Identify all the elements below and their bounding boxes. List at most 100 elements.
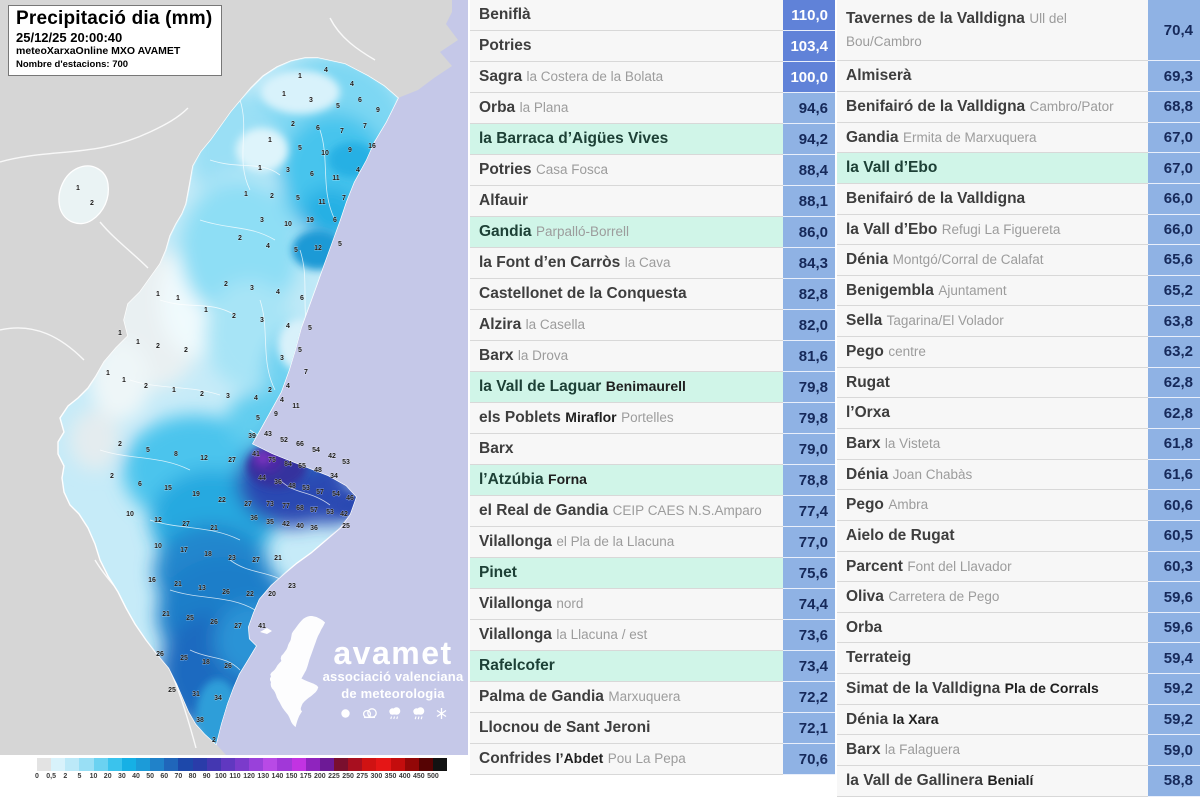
- station-row[interactable]: Barx la Drova 81,6: [470, 341, 835, 372]
- station-row[interactable]: Orba 59,6: [837, 612, 1200, 644]
- station-row[interactable]: Vilallonga nord 74,4: [470, 589, 835, 620]
- station-row[interactable]: Sella Tagarina/El Volador 63,8: [837, 306, 1200, 338]
- municipality-name: Dénia: [846, 251, 889, 269]
- station-row[interactable]: Castellonet de la Conquesta 82,8: [470, 279, 835, 310]
- station-row[interactable]: la Vall d’Ebo Refugi La Figuereta 66,0: [837, 214, 1200, 246]
- locality-name: Forna: [548, 471, 587, 487]
- station-row[interactable]: la Font d’en Carròs la Cava 84,3: [470, 248, 835, 279]
- municipality-name: la Vall de Gallinera: [846, 772, 983, 790]
- station-row[interactable]: la Vall de Gallinera Benialí 58,8: [837, 766, 1200, 797]
- map-station-value: 5: [294, 247, 298, 254]
- station-row[interactable]: Parcent Font del Llavador 60,3: [837, 551, 1200, 583]
- map-station-value: 27: [234, 623, 242, 630]
- map-station-value: 4: [286, 323, 290, 330]
- station-row[interactable]: Alfauir 88,1: [470, 186, 835, 217]
- station-row[interactable]: Almiserà 69,3: [837, 61, 1200, 92]
- station-row[interactable]: Pinet 75,6: [470, 558, 835, 589]
- substation-name: Parpalló-Borrell: [536, 224, 630, 239]
- map-station-value: 42: [340, 511, 348, 518]
- map-station-value: 36: [250, 515, 258, 522]
- station-row[interactable]: el Real de Gandia CEIP CAES N.S.Amparo 77…: [470, 496, 835, 527]
- station-name-cell: Potries: [470, 31, 783, 62]
- map-station-value: 3: [226, 393, 230, 400]
- station-name-cell: Confrides l’Abdet Pou La Pepa: [470, 744, 783, 775]
- map-station-value: 43: [264, 431, 272, 438]
- station-row[interactable]: Terrateig 59,4: [837, 643, 1200, 675]
- rain-icon: [388, 706, 400, 719]
- station-row[interactable]: Pego centre 63,2: [837, 337, 1200, 368]
- scale-label: 110: [229, 773, 241, 780]
- station-name-cell: Vilallonga nord: [470, 589, 783, 620]
- station-row[interactable]: Orba la Plana 94,6: [470, 93, 835, 124]
- station-row[interactable]: Barx 79,0: [470, 434, 835, 465]
- substation-name: nord: [556, 596, 584, 611]
- scale-swatch: 140: [272, 758, 292, 780]
- station-row[interactable]: Dénia Montgó/Corral de Calafat 65,6: [837, 245, 1200, 276]
- station-row[interactable]: Benifairó de la Valldigna 66,0: [837, 183, 1200, 215]
- station-row[interactable]: Palma de Gandia Marxuquera 72,2: [470, 682, 835, 713]
- station-row[interactable]: Dénia la Xara 59,2: [837, 704, 1200, 736]
- map-station-count: Nombre d'estacions: 700: [16, 58, 129, 70]
- station-row[interactable]: Oliva Carretera de Pego 59,6: [837, 582, 1200, 613]
- substation-name: la Falaguera: [884, 742, 960, 758]
- station-row[interactable]: Vilallonga la Llacuna / est 73,6: [470, 620, 835, 651]
- station-row[interactable]: Alzira la Casella 82,0: [470, 310, 835, 341]
- municipality-name: Dénia: [846, 710, 889, 728]
- station-row[interactable]: la Vall de Laguar Benimaurell 79,8: [470, 372, 835, 403]
- station-row[interactable]: Llocnou de Sant Jeroni 72,1: [470, 713, 835, 744]
- substation-name: el Pla de la Llacuna: [556, 534, 675, 549]
- station-row[interactable]: l’Atzúbia Forna 78,8: [470, 465, 835, 496]
- scale-label: 130: [257, 773, 270, 780]
- station-row[interactable]: la Vall d’Ebo 67,0: [837, 153, 1200, 184]
- map-station-value: 3: [286, 167, 290, 174]
- map-station-value: 53: [302, 485, 310, 492]
- station-row[interactable]: l’Orxa 62,8: [837, 398, 1200, 429]
- station-row[interactable]: Sagra la Costera de la Bolata 100,0: [470, 62, 835, 93]
- station-row[interactable]: Rugat 62,8: [837, 367, 1200, 399]
- station-row[interactable]: Vilallonga el Pla de la Llacuna 77,0: [470, 527, 835, 558]
- map-station-value: 26: [224, 663, 232, 670]
- station-name-cell: Tavernes de la Valldigna Ull del Bou/Cam…: [837, 0, 1148, 62]
- station-row[interactable]: Gandia Ermita de Marxuquera 67,0: [837, 122, 1200, 154]
- map-station-value: 57: [316, 489, 324, 496]
- station-row[interactable]: Dénia Joan Chabàs 61,6: [837, 459, 1200, 491]
- map-station-value: 68: [296, 505, 304, 512]
- station-row[interactable]: Barx la Falaguera 59,0: [837, 735, 1200, 767]
- station-row[interactable]: Benigembla Ajuntament 65,2: [837, 275, 1200, 307]
- station-name-cell: Orba: [837, 612, 1148, 644]
- station-row[interactable]: Pego Ambra 60,6: [837, 490, 1200, 521]
- map-station-value: 38: [196, 717, 204, 724]
- station-row[interactable]: Tavernes de la Valldigna Ull del Bou/Cam…: [837, 0, 1200, 62]
- sun-icon: [340, 709, 350, 718]
- substation-name: centre: [888, 344, 926, 360]
- station-row[interactable]: Simat de la Valldigna Pla de Corrals 59,2: [837, 674, 1200, 705]
- station-row[interactable]: Gandia Parpalló-Borrell 86,0: [470, 217, 835, 248]
- station-row[interactable]: Beniflà 110,0: [470, 0, 835, 31]
- scale-swatch: 90: [203, 758, 221, 780]
- map-source: meteoXarxaOnline MXO AVAMET: [16, 45, 181, 58]
- station-name-cell: Vilallonga la Llacuna / est: [470, 620, 783, 651]
- scale-swatch: 275: [356, 758, 377, 780]
- substation-name: Marxuquera: [608, 689, 681, 704]
- map-station-value: 3: [309, 97, 313, 104]
- station-row[interactable]: Confrides l’Abdet Pou La Pepa 70,6: [470, 744, 835, 775]
- station-row[interactable]: Barx la Visteta 61,8: [837, 428, 1200, 460]
- station-row[interactable]: la Barraca d’Aigües Vives 94,2: [470, 124, 835, 155]
- precip-value: 66,0: [1148, 214, 1200, 246]
- substation-name: Ajuntament: [938, 282, 1007, 298]
- map-station-value: 2: [238, 235, 242, 242]
- map-station-value: 21: [162, 611, 170, 618]
- map-station-value: 2: [291, 121, 295, 128]
- map-station-value: 66: [296, 441, 304, 448]
- map-station-value: 16: [148, 577, 156, 584]
- station-row[interactable]: Benifairó de la Valldigna Cambro/Pator 68…: [837, 91, 1200, 123]
- station-row[interactable]: Potries 103,4: [470, 31, 835, 62]
- station-row[interactable]: Potries Casa Fosca 88,4: [470, 155, 835, 186]
- station-row[interactable]: Rafelcofer 73,4: [470, 651, 835, 682]
- station-row[interactable]: Aielo de Rugat 60,5: [837, 520, 1200, 552]
- station-row[interactable]: els Poblets Miraflor Portelles 79,8: [470, 403, 835, 434]
- map-station-value: 1: [122, 377, 126, 384]
- map-station-value: 6: [310, 171, 314, 178]
- bird-icon: [260, 628, 272, 634]
